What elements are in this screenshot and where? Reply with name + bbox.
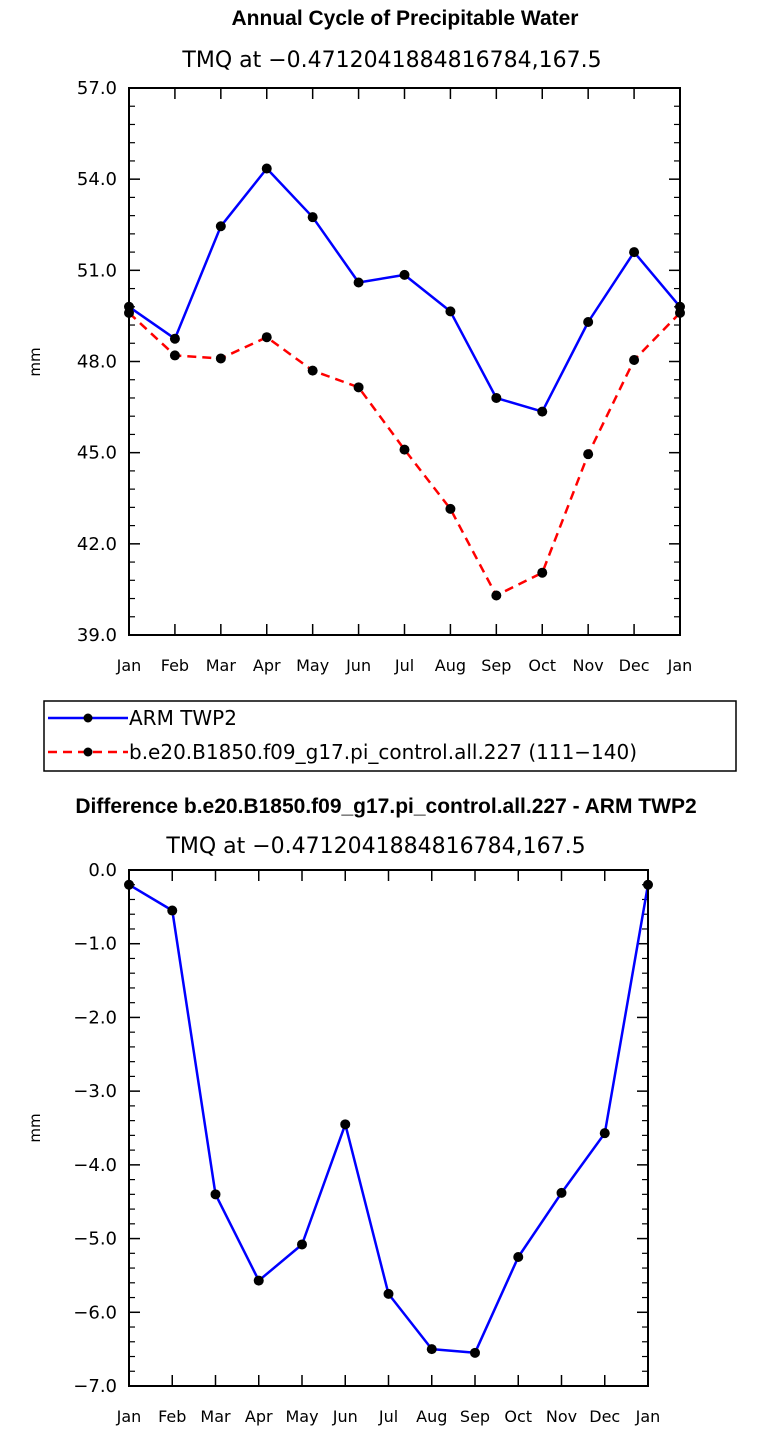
ytick-label: −3.0: [73, 1081, 117, 1102]
xtick-label: May: [285, 1407, 318, 1426]
xtick-label: Jan: [667, 656, 693, 675]
data-point: [537, 567, 548, 578]
chart2-title: Difference b.e20.B1850.f09_g17.pi_contro…: [75, 795, 696, 818]
ytick-label: 0.0: [88, 860, 117, 881]
xtick-label: Dec: [619, 656, 650, 675]
xtick-label: Nov: [573, 656, 604, 675]
ytick-label: 45.0: [77, 443, 117, 464]
xtick-label: Jan: [635, 1407, 661, 1426]
legend: ARM TWP2 b.e20.B1850.f09_g17.pi_control.…: [43, 700, 737, 772]
chart1-plot-frame: [128, 87, 681, 636]
legend-label-arm: ARM TWP2: [129, 706, 237, 730]
data-point: [537, 406, 548, 417]
data-point: [307, 212, 318, 223]
data-point: [445, 306, 456, 317]
chart2-xtick-labels: Jan Feb Mar Apr May Jun Jul Aug Sep Oct Nov Dec Jan: [116, 1407, 661, 1426]
ytick-label: 51.0: [77, 260, 117, 281]
chart2-series: [124, 879, 653, 1358]
xtick-label: Sep: [481, 656, 511, 675]
data-point: [261, 332, 272, 343]
ytick-label: −7.0: [73, 1376, 117, 1397]
chart1-ticks: [128, 87, 681, 636]
ytick-label: 54.0: [77, 169, 117, 190]
chart1-xtick-labels: Jan Feb Mar Apr May Jun Jul Aug Sep Oct Nov Dec Jan: [116, 656, 693, 675]
xtick-label: Jan: [116, 1407, 142, 1426]
chart1-series: [124, 163, 685, 601]
data-point: [353, 382, 364, 393]
data-point: [445, 503, 456, 514]
series-line: [128, 167, 681, 413]
legend-label-model: b.e20.B1850.f09_g17.pi_control.all.227 (…: [129, 740, 637, 764]
data-point: [169, 350, 180, 361]
data-point: [210, 1189, 221, 1200]
xtick-label: Jul: [394, 656, 414, 675]
xtick-label: Jan: [116, 656, 142, 675]
ytick-label: 57.0: [77, 78, 117, 99]
data-point: [307, 365, 318, 376]
xtick-label: Apr: [253, 656, 281, 675]
data-point: [167, 905, 178, 916]
chart1-ytick-labels: 39.0 42.0 45.0 48.0 51.0 54.0 57.0: [77, 78, 117, 646]
data-point: [599, 1128, 610, 1139]
xtick-label: Feb: [158, 1407, 186, 1426]
data-point: [253, 1275, 264, 1286]
data-point: [491, 590, 502, 601]
data-point: [556, 1187, 567, 1198]
data-point: [426, 1344, 437, 1355]
legend-marker-model: [83, 747, 93, 757]
data-point: [491, 392, 502, 403]
data-point: [399, 269, 410, 280]
chart2-subtitle: TMQ at −0.4712041884816784,167.5: [165, 834, 585, 859]
chart2-ylabel: mm: [26, 1113, 44, 1142]
chart2-ytick-labels: −7.0 −6.0 −5.0 −4.0 −3.0 −2.0 −1.0 0.0: [73, 860, 117, 1397]
chart2-plot-frame: [128, 869, 649, 1387]
ytick-label: −1.0: [73, 934, 117, 955]
xtick-label: Oct: [528, 656, 556, 675]
ytick-label: −2.0: [73, 1007, 117, 1028]
xtick-label: Apr: [245, 1407, 273, 1426]
xtick-label: Jul: [378, 1407, 398, 1426]
ytick-label: −6.0: [73, 1302, 117, 1323]
xtick-label: Dec: [589, 1407, 620, 1426]
data-point: [297, 1239, 307, 1250]
data-point: [629, 354, 640, 365]
xtick-label: Aug: [416, 1407, 447, 1426]
chart1-title: Annual Cycle of Precipitable Water: [232, 7, 579, 30]
series-line: [128, 883, 650, 1355]
xtick-label: Mar: [206, 656, 237, 675]
data-point: [470, 1347, 480, 1358]
xtick-label: Mar: [200, 1407, 231, 1426]
data-point: [353, 277, 364, 288]
data-point: [169, 333, 180, 344]
xtick-label: Aug: [435, 656, 466, 675]
chart1-subtitle: TMQ at −0.4712041884816784,167.5: [181, 48, 601, 73]
data-point: [215, 353, 226, 364]
ytick-label: 39.0: [77, 625, 117, 646]
data-point: [383, 1288, 394, 1299]
data-point: [629, 247, 640, 258]
data-point: [399, 444, 410, 455]
legend-marker-arm: [83, 713, 93, 723]
ytick-label: 42.0: [77, 534, 117, 555]
data-point: [340, 1119, 351, 1130]
xtick-label: Oct: [504, 1407, 532, 1426]
data-point: [583, 316, 594, 327]
ytick-label: −4.0: [73, 1155, 117, 1176]
data-point: [513, 1252, 524, 1262]
xtick-label: Feb: [161, 656, 189, 675]
xtick-label: Jun: [332, 1407, 358, 1426]
data-point: [583, 449, 594, 460]
xtick-label: May: [296, 656, 329, 675]
legend-box: [43, 700, 737, 772]
data-point: [261, 163, 272, 174]
xtick-label: Jun: [345, 656, 371, 675]
chart1-ylabel: mm: [26, 347, 44, 376]
ytick-label: 48.0: [77, 352, 117, 373]
data-point: [215, 221, 226, 232]
xtick-label: Nov: [546, 1407, 577, 1426]
xtick-label: Sep: [460, 1407, 490, 1426]
chart2-ticks: [128, 869, 649, 1387]
ytick-label: −5.0: [73, 1229, 117, 1250]
